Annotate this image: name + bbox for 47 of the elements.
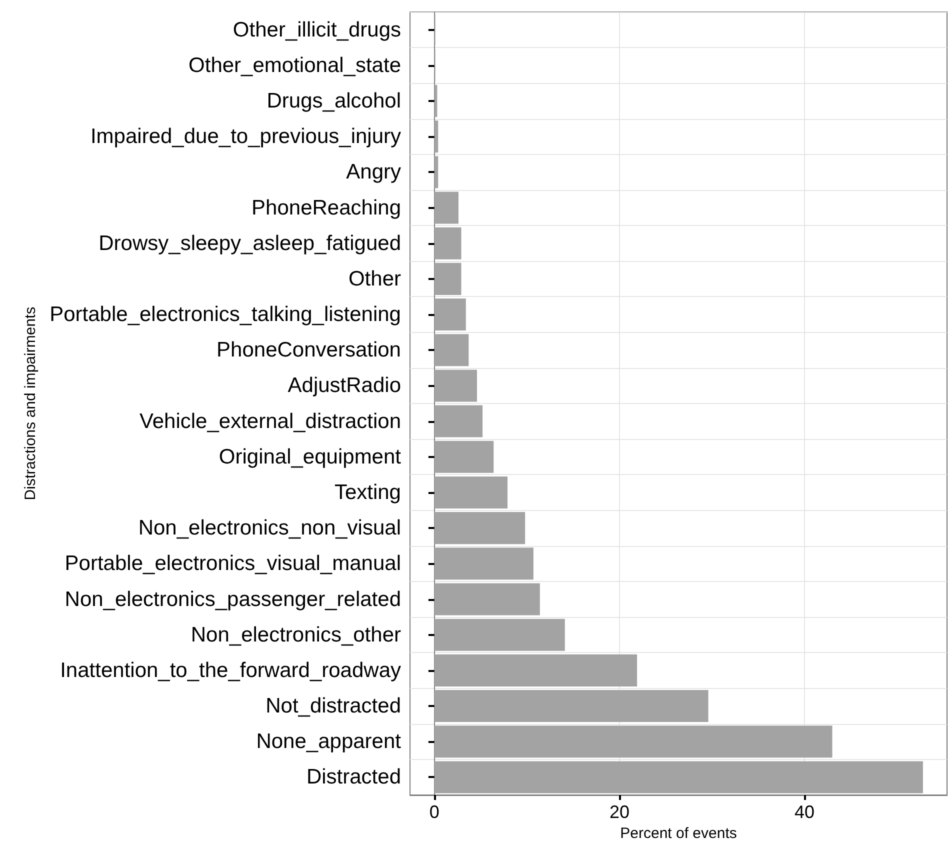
bar (434, 476, 508, 508)
y-tick-label: Drugs_alcohol (266, 89, 401, 112)
bar (434, 370, 477, 402)
x-axis-title: Percent of events (620, 824, 737, 842)
bar (434, 726, 832, 758)
x-tick-label: 0 (429, 802, 440, 822)
bar (434, 618, 565, 651)
x-tick-label: 20 (609, 802, 630, 822)
y-tick-label: Drowsy_sleepy_asleep_fatigued (98, 232, 401, 255)
y-tick-label: Other_illicit_drugs (232, 18, 401, 42)
bar (434, 405, 483, 438)
y-tick-label: None_apparent (256, 730, 402, 754)
y-tick-label: Non_electronics_passenger_related (64, 588, 401, 611)
y-tick-label: PhoneConversation (216, 338, 401, 362)
bar (434, 156, 438, 188)
y-tick-label: Original_equipment (218, 445, 402, 468)
y-tick-label: PhoneReaching (252, 196, 401, 220)
y-tick-label: Distracted (306, 766, 401, 789)
bar (434, 583, 540, 616)
bar (434, 262, 462, 295)
bar (434, 84, 438, 117)
y-axis-title: Distractions and impairments (22, 306, 39, 500)
y-tick-label: AdjustRadio (288, 374, 401, 398)
bar (434, 298, 466, 331)
bar (434, 334, 469, 366)
y-tick-label: Other (348, 267, 401, 290)
y-tick-label: Impaired_due_to_previous_injury (90, 125, 402, 148)
bar (434, 690, 708, 722)
y-tick-label: Texting (334, 480, 401, 504)
bar (434, 192, 458, 224)
y-tick-label: Angry (346, 160, 402, 184)
bar (434, 440, 494, 473)
bar (434, 548, 534, 580)
y-tick-label: Non_electronics_other (190, 623, 402, 646)
y-tick-label: Non_electronics_non_visual (138, 516, 401, 540)
y-tick-label: Other_emotional_state (188, 54, 401, 77)
bar (434, 761, 923, 794)
y-tick-label: Not_distracted (266, 694, 401, 718)
bar (434, 120, 438, 153)
bar (434, 227, 462, 260)
bar (434, 654, 638, 686)
y-tick-label: Inattention_to_the_forward_roadway (60, 658, 402, 682)
x-tick-label: 40 (794, 802, 815, 822)
y-tick-label: Vehicle_external_distraction (140, 410, 401, 433)
y-tick-label: Portable_electronics_visual_manual (64, 552, 401, 576)
bar (434, 512, 526, 544)
y-tick-label: Portable_electronics_talking_listening (50, 303, 401, 326)
